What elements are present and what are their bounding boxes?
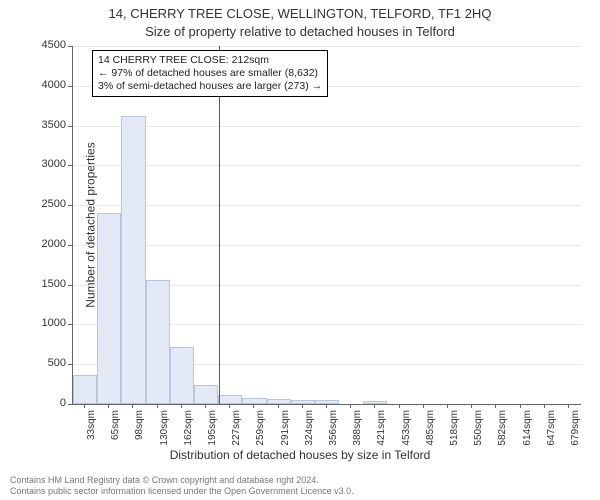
x-tick-mark [520,404,521,408]
histogram-bar [218,395,242,404]
y-tick-mark [68,245,72,246]
y-tick-label: 3500 [6,119,66,131]
x-tick-label: 647sqm [546,410,557,450]
y-tick-mark [68,404,72,405]
y-tick-mark [68,126,72,127]
footer-line2: Contains public sector information licen… [10,486,590,497]
y-tick-mark [68,86,72,87]
x-tick-mark [447,404,448,408]
footer-line1: Contains HM Land Registry data © Crown c… [10,475,590,486]
annotation-line: 14 CHERRY TREE CLOSE: 212sqm [98,54,322,67]
y-tick-label: 2000 [6,238,66,250]
x-tick-label: 130sqm [159,410,170,450]
x-tick-label: 98sqm [134,410,145,450]
x-tick-mark [132,404,133,408]
y-tick-label: 500 [6,357,66,369]
x-tick-mark [278,404,279,408]
x-tick-mark [108,404,109,408]
x-tick-mark [495,404,496,408]
x-tick-mark [253,404,254,408]
x-tick-mark [84,404,85,408]
x-tick-mark [326,404,327,408]
gridline [73,46,581,47]
histogram-bar [242,398,266,404]
annotation-line: 3% of semi-detached houses are larger (2… [98,80,322,93]
x-tick-label: 356sqm [328,410,339,450]
y-tick-mark [68,205,72,206]
x-tick-label: 679sqm [570,410,581,450]
x-tick-label: 291sqm [280,410,291,450]
x-tick-mark [544,404,545,408]
gridline [73,205,581,206]
x-tick-label: 453sqm [401,410,412,450]
x-tick-mark [205,404,206,408]
histogram-bar [97,213,121,404]
x-tick-mark [374,404,375,408]
y-tick-mark [68,165,72,166]
x-tick-mark [471,404,472,408]
y-tick-mark [68,324,72,325]
y-tick-mark [68,285,72,286]
histogram-bar [291,400,315,404]
chart-title-line1: 14, CHERRY TREE CLOSE, WELLINGTON, TELFO… [0,6,600,21]
marker-line [219,46,220,404]
histogram-bar [363,401,387,404]
histogram-bar [73,375,97,404]
y-tick-label: 1500 [6,278,66,290]
gridline [73,165,581,166]
x-tick-mark [157,404,158,408]
x-tick-label: 421sqm [376,410,387,450]
chart-container: 14, CHERRY TREE CLOSE, WELLINGTON, TELFO… [0,0,600,500]
annotation-box: 14 CHERRY TREE CLOSE: 212sqm← 97% of det… [92,50,328,97]
x-tick-mark [568,404,569,408]
x-tick-label: 614sqm [522,410,533,450]
plot-area [72,46,581,405]
y-tick-label: 4000 [6,79,66,91]
x-tick-mark [229,404,230,408]
x-tick-label: 259sqm [255,410,266,450]
histogram-bar [146,280,170,404]
gridline [73,245,581,246]
x-tick-label: 582sqm [497,410,508,450]
x-tick-label: 65sqm [110,410,121,450]
x-tick-mark [181,404,182,408]
x-tick-mark [399,404,400,408]
y-tick-label: 3000 [6,158,66,170]
x-tick-mark [423,404,424,408]
y-tick-mark [68,46,72,47]
y-tick-label: 4500 [6,39,66,51]
footer-attribution: Contains HM Land Registry data © Crown c… [10,475,590,497]
y-tick-label: 0 [6,397,66,409]
histogram-bar [267,399,291,404]
x-tick-label: 195sqm [207,410,218,450]
chart-title-line2: Size of property relative to detached ho… [0,24,600,39]
x-tick-label: 33sqm [86,410,97,450]
x-tick-label: 227sqm [231,410,242,450]
histogram-bar [121,116,145,404]
x-axis-label: Distribution of detached houses by size … [0,448,600,462]
annotation-line: ← 97% of detached houses are smaller (8,… [98,67,322,80]
x-tick-label: 162sqm [183,410,194,450]
x-tick-label: 550sqm [473,410,484,450]
y-tick-label: 1000 [6,317,66,329]
y-tick-mark [68,364,72,365]
x-tick-label: 324sqm [304,410,315,450]
x-tick-label: 485sqm [425,410,436,450]
y-tick-label: 2500 [6,198,66,210]
x-tick-label: 518sqm [449,410,460,450]
histogram-bar [194,385,218,404]
x-tick-mark [302,404,303,408]
x-tick-label: 388sqm [352,410,363,450]
x-tick-mark [350,404,351,408]
gridline [73,126,581,127]
histogram-bar [170,347,194,404]
